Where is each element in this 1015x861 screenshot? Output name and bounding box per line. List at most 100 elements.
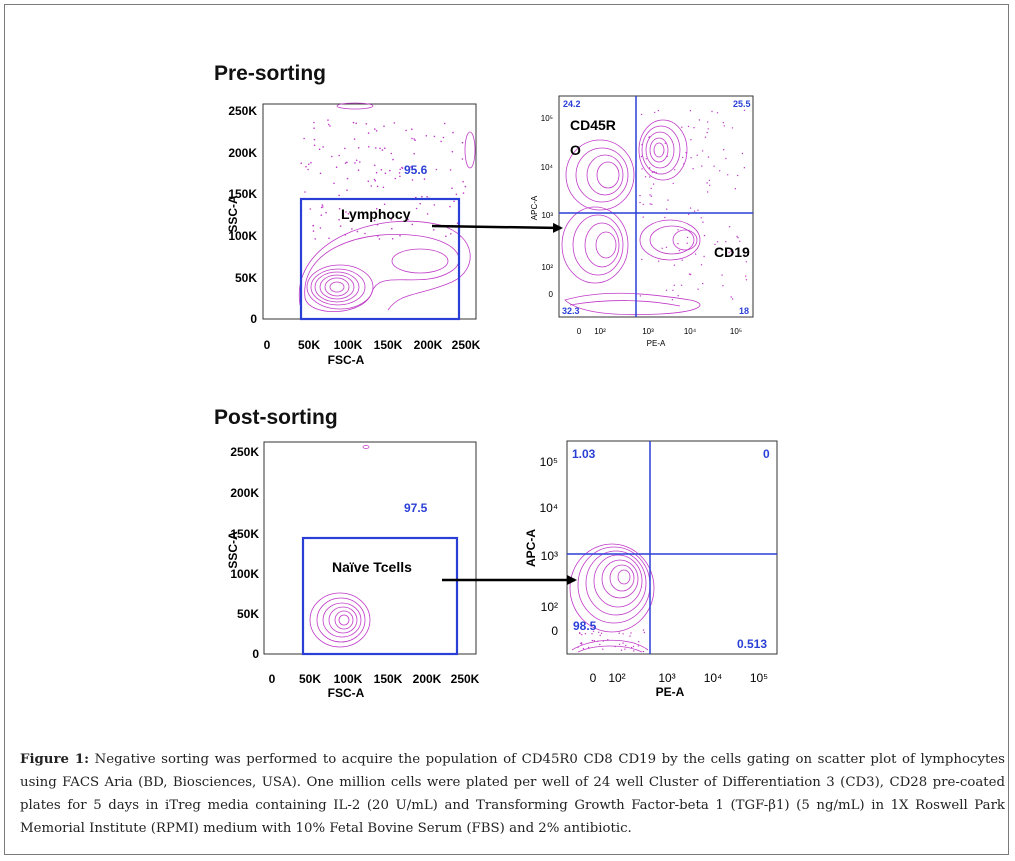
post-ytick: 50K bbox=[237, 607, 259, 621]
event-dot bbox=[346, 189, 348, 191]
event-dot bbox=[399, 168, 402, 171]
event-dot bbox=[374, 180, 377, 182]
event-dot bbox=[642, 216, 644, 218]
event-dot bbox=[462, 180, 464, 183]
event-dot bbox=[384, 147, 386, 149]
event-dot bbox=[722, 285, 724, 287]
pre-scatter-plot: 95.6 Lymphocy 250K 200K 150K 100K 50K 0 … bbox=[226, 102, 481, 367]
event-dot bbox=[313, 138, 316, 141]
event-dot bbox=[598, 631, 600, 633]
event-dot bbox=[685, 152, 687, 154]
event-dot bbox=[411, 137, 413, 140]
pre-quad-xlabel: PE-A bbox=[647, 339, 666, 348]
event-dot bbox=[722, 149, 725, 151]
event-dot bbox=[707, 121, 709, 123]
post-xtick: 100K bbox=[334, 672, 363, 686]
event-dot bbox=[461, 158, 464, 160]
event-dot bbox=[421, 195, 423, 198]
event-dot bbox=[450, 233, 452, 235]
event-dot bbox=[584, 633, 587, 635]
event-dot bbox=[365, 123, 368, 125]
event-dot bbox=[368, 146, 370, 148]
event-dot bbox=[640, 155, 643, 158]
event-dot bbox=[674, 169, 676, 171]
event-dot bbox=[706, 182, 708, 184]
event-dot bbox=[325, 211, 327, 214]
event-dot bbox=[451, 187, 453, 189]
event-dot bbox=[312, 224, 314, 227]
event-dot bbox=[741, 152, 744, 155]
event-dot bbox=[667, 199, 669, 201]
event-dot bbox=[731, 127, 734, 129]
pre-ytick: 100K bbox=[228, 229, 257, 243]
post-xtick: 200K bbox=[413, 672, 442, 686]
event-dot bbox=[352, 121, 355, 124]
event-dot bbox=[582, 647, 585, 650]
event-dot bbox=[622, 642, 624, 644]
event-dot bbox=[449, 169, 452, 171]
event-dot bbox=[725, 157, 727, 160]
post-gate-label: Naïve Tcells bbox=[332, 559, 412, 575]
event-dot bbox=[344, 147, 346, 150]
event-dot bbox=[657, 109, 660, 112]
event-dot bbox=[625, 644, 627, 647]
event-dot bbox=[672, 182, 674, 185]
event-dot bbox=[743, 167, 746, 169]
pre-quad-ytick: 0 bbox=[549, 290, 554, 299]
caption-label: Figure 1: bbox=[20, 752, 90, 767]
pre-quad-events bbox=[639, 109, 748, 301]
event-dot bbox=[303, 137, 305, 140]
event-dot bbox=[638, 641, 640, 643]
pre-xtick: 150K bbox=[374, 338, 403, 352]
pre-quad-xtick: 10² bbox=[594, 327, 606, 336]
event-dot bbox=[346, 177, 349, 180]
event-dot bbox=[711, 110, 713, 113]
event-dot bbox=[587, 646, 590, 649]
event-dot bbox=[461, 141, 464, 144]
pre-quad-label-cd45ro-b: O bbox=[570, 142, 581, 158]
event-dot bbox=[320, 214, 323, 216]
event-dot bbox=[375, 207, 378, 210]
pre-quad-ul: 24.2 bbox=[563, 99, 581, 109]
event-dot bbox=[390, 218, 393, 221]
event-dot bbox=[410, 166, 412, 168]
event-dot bbox=[399, 235, 401, 237]
event-dot bbox=[346, 161, 348, 164]
pre-ylabel: SSC-A bbox=[226, 195, 240, 233]
event-dot bbox=[651, 203, 653, 205]
event-dot bbox=[375, 147, 377, 149]
event-dot bbox=[309, 208, 312, 210]
event-dot bbox=[354, 162, 356, 164]
event-dot bbox=[665, 246, 668, 248]
event-dot bbox=[664, 142, 666, 144]
event-dot bbox=[700, 264, 703, 266]
event-dot bbox=[373, 164, 376, 167]
event-dot bbox=[393, 122, 396, 124]
pre-xtick: 250K bbox=[452, 338, 481, 352]
event-dot bbox=[373, 219, 376, 222]
event-dot bbox=[602, 648, 604, 650]
event-dot bbox=[737, 174, 739, 177]
event-dot bbox=[413, 152, 416, 155]
event-dot bbox=[322, 206, 324, 208]
event-dot bbox=[581, 643, 583, 645]
pre-quad-ytick: 10³ bbox=[541, 211, 553, 220]
event-dot bbox=[707, 156, 710, 158]
event-dot bbox=[689, 110, 692, 112]
event-dot bbox=[319, 172, 322, 175]
post-ytick: 150K bbox=[230, 527, 259, 541]
post-quad-events bbox=[577, 629, 646, 653]
event-dot bbox=[329, 125, 331, 127]
event-dot bbox=[640, 113, 643, 116]
event-dot bbox=[700, 217, 702, 219]
event-dot bbox=[452, 131, 454, 134]
event-dot bbox=[313, 144, 316, 147]
event-dot bbox=[419, 202, 422, 205]
event-dot bbox=[333, 182, 335, 185]
event-dot bbox=[462, 192, 465, 194]
event-dot bbox=[664, 216, 666, 219]
event-dot bbox=[335, 166, 338, 168]
event-dot bbox=[330, 155, 333, 158]
pre-quad-ylabel: APC-A bbox=[530, 195, 539, 220]
event-dot bbox=[319, 227, 322, 229]
